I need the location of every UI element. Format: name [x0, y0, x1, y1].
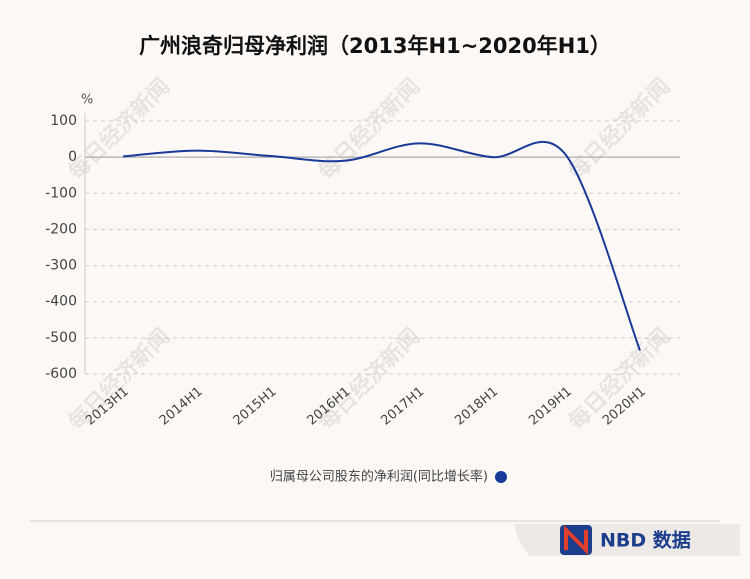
x-tick-label: 2014H1	[157, 384, 206, 428]
watermark: 每日经济新闻	[563, 73, 675, 185]
y-tick-label: -500	[45, 330, 77, 346]
y-tick-label: 0	[68, 149, 77, 165]
y-unit: %	[81, 93, 93, 108]
x-tick-label: 2015H1	[231, 384, 280, 428]
watermark: 每日经济新闻	[313, 323, 425, 435]
y-tick-label: -400	[45, 294, 77, 310]
legend-label: 归属母公司股东的净利润(同比增长率)	[270, 469, 488, 485]
watermark: 每日经济新闻	[313, 73, 425, 185]
x-tick-label: 2018H1	[452, 384, 501, 428]
legend-marker	[495, 471, 507, 483]
series-line	[122, 141, 641, 351]
chart-title: 广州浪奇归母净利润（2013年H1~2020年H1）	[139, 34, 611, 58]
y-tick-label: -300	[45, 258, 77, 274]
y-tick-label: -600	[45, 366, 77, 382]
x-tick-label: 2017H1	[378, 384, 427, 428]
watermark: 每日经济新闻	[63, 73, 175, 185]
logo-text: NBD 数据	[600, 529, 691, 552]
logo-n	[564, 525, 588, 555]
logo: NBD 数据	[515, 524, 740, 556]
y-tick-label: -100	[45, 185, 77, 201]
y-tick-label: 100	[50, 113, 77, 129]
y-tick-label: -200	[45, 221, 77, 237]
